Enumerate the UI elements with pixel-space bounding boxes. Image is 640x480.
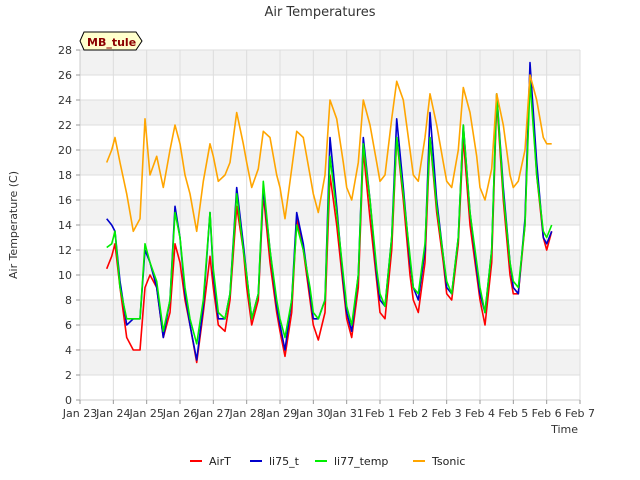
y-tick-label: 18: [58, 169, 72, 182]
y-tick-label: 22: [58, 119, 72, 132]
y-tick-label: 12: [58, 244, 72, 257]
x-tick-label: Jan 30: [295, 407, 330, 420]
y-tick-label: 4: [65, 344, 72, 357]
x-tick-label: Feb 2: [398, 407, 428, 420]
y-tick-label: 16: [58, 194, 72, 207]
series-layer: [105, 61, 553, 364]
y-axis-label: Air Temperature (C): [7, 171, 20, 279]
x-tick-label: Jan 31: [328, 407, 363, 420]
legend-label: li75_t: [269, 455, 300, 468]
y-tick-label: 20: [58, 144, 72, 157]
station-label-background: [79, 31, 143, 51]
x-tick-label: Jan 23: [62, 407, 97, 420]
x-tick-label: Jan 27: [195, 407, 230, 420]
legend-label: AirT: [209, 455, 231, 468]
grid-band: [80, 250, 580, 275]
x-tick-label: Feb 1: [365, 407, 395, 420]
x-tick-label: Jan 29: [262, 407, 297, 420]
series-line-li77-temp: [106, 80, 553, 345]
x-tick-label: Jan 25: [128, 407, 163, 420]
x-tick-label: Feb 7: [565, 407, 595, 420]
grid-band: [80, 200, 580, 225]
x-tick-label: Feb 6: [532, 407, 562, 420]
x-tick-label: Jan 26: [162, 407, 197, 420]
x-tick-label: Feb 3: [432, 407, 462, 420]
legend-label: Tsonic: [431, 455, 465, 468]
legend-label: li77_temp: [334, 455, 388, 468]
chart-title: Air Temperatures: [264, 5, 375, 20]
y-tick-label: 24: [58, 94, 72, 107]
y-tick-label: 28: [58, 44, 72, 57]
station-label-box: MB_tule: [79, 31, 143, 51]
station-label: MB_tule: [87, 36, 136, 49]
grid-band: [80, 300, 580, 325]
y-tick-label: 8: [65, 294, 72, 307]
grid-band: [80, 50, 580, 75]
x-tick-label: Jan 28: [228, 407, 263, 420]
y-tick-label: 14: [58, 219, 72, 232]
x-tick-label: Feb 5: [498, 407, 528, 420]
y-tick-label: 26: [58, 69, 72, 82]
legend: AirT li75_t li77_temp Tsonic: [190, 455, 465, 468]
x-tick-label: Feb 4: [465, 407, 495, 420]
x-axis-label: Time: [550, 423, 578, 436]
y-tick-label: 10: [58, 269, 72, 282]
y-tick-label: 0: [65, 394, 72, 407]
y-tick-label: 6: [65, 319, 72, 332]
grid-band: [80, 350, 580, 375]
y-tick-label: 2: [65, 369, 72, 382]
series-line-tsonic: [105, 74, 552, 233]
x-tick-label: Jan 24: [95, 407, 130, 420]
